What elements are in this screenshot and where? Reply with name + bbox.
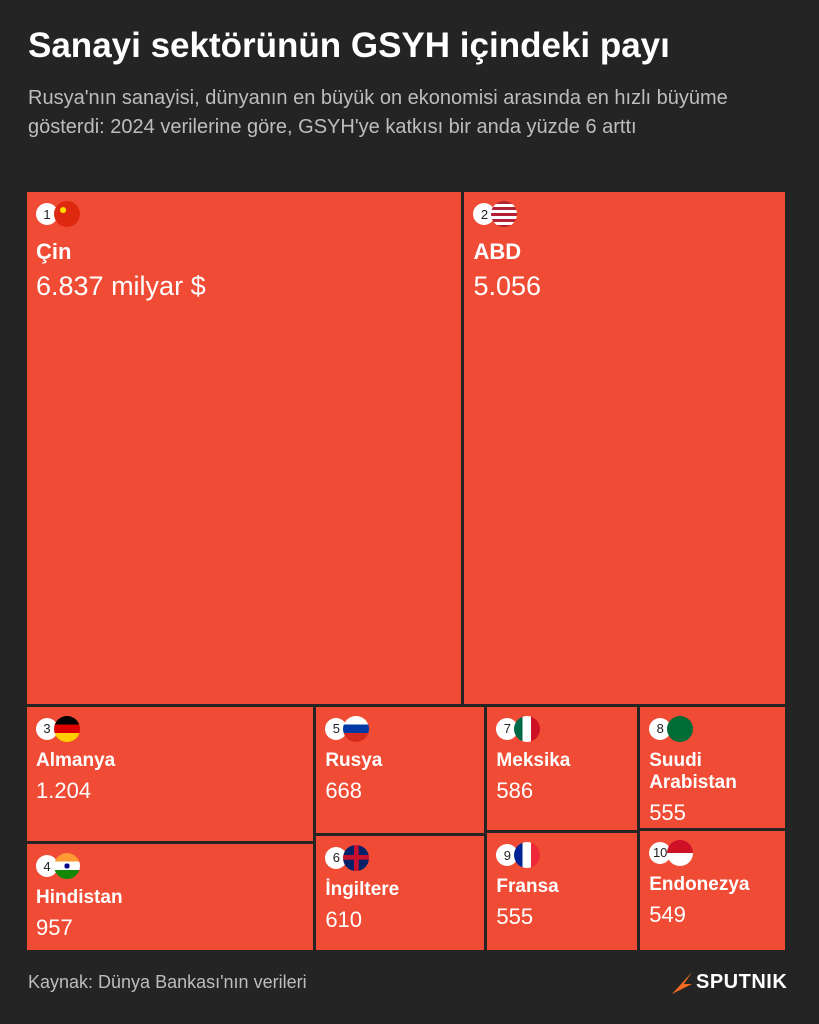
tile-header: 5: [325, 715, 475, 742]
value-label: 555: [496, 904, 534, 930]
value-label: 6.837 milyar $: [36, 271, 206, 301]
tile: 5 Rusya 668: [316, 706, 485, 833]
value-label: 555: [649, 799, 686, 825]
value-label: 610: [325, 906, 363, 932]
tile-header: 7: [496, 715, 628, 742]
rank-badge: 3: [36, 717, 58, 740]
rank-badge: 1: [36, 203, 58, 225]
country-name: Fransa: [496, 876, 559, 898]
tile: 3 Almanya 1.204: [27, 706, 314, 841]
logo: SPUTNIK: [696, 971, 788, 993]
flag: [54, 853, 80, 880]
subtitle: Rusya'nın sanayisi, dünyanın en büyük on…: [28, 87, 728, 138]
rank-badge: 5: [325, 717, 348, 740]
country-name: Suudi Arabistan: [649, 749, 737, 793]
country-name: Hindistan: [36, 887, 123, 909]
value-label: 957: [36, 915, 73, 941]
rank-badge: 4: [36, 855, 58, 878]
rank-badge: 7: [496, 717, 519, 740]
tile-header: 1: [36, 201, 452, 227]
value-label: 549: [649, 901, 686, 927]
flag: [514, 715, 541, 742]
tile: 8 Suudi Arabistan 555: [640, 706, 785, 828]
flag: [54, 715, 80, 742]
tile-header: 3: [36, 715, 304, 742]
tile-header: 9: [496, 842, 628, 869]
flag: [667, 715, 694, 742]
tile: 10 Endonezya 549: [640, 830, 785, 950]
flag: [491, 201, 518, 227]
value-label: 5.056: [473, 271, 542, 301]
tile: 6 İngiltere 610: [316, 835, 485, 950]
country-name: İngiltere: [325, 878, 400, 900]
title: Sanayi sektörünün GSYH içindeki payı: [28, 26, 670, 65]
country-name: Almanya: [36, 749, 116, 771]
flag: [343, 715, 370, 742]
rank-badge: 2: [473, 203, 496, 225]
flag: [514, 842, 541, 869]
tile: 9 Fransa 555: [487, 833, 638, 950]
tile: 2 ABD 5.056: [464, 192, 785, 704]
flag: [343, 844, 370, 871]
tile: 4 Hindistan 957: [27, 844, 314, 950]
rank-badge: 6: [325, 846, 348, 869]
tile-header: 8: [649, 715, 776, 742]
tile: 1 Çin 6.837 milyar $: [27, 192, 462, 704]
country-name: ABD: [473, 239, 522, 264]
value-label: 586: [496, 777, 534, 803]
rank-badge: 8: [649, 717, 672, 740]
rank-badge: 10: [649, 841, 672, 864]
rank-badge: 9: [496, 844, 519, 867]
source: Kaynak: Dünya Bankası'nın verileri: [28, 972, 307, 992]
flag: [54, 201, 80, 227]
logo-icon: [672, 972, 692, 994]
tile-header: 4: [36, 853, 304, 880]
country-name: Çin: [36, 239, 72, 264]
value-label: 1.204: [36, 777, 92, 803]
country-name: Rusya: [325, 749, 383, 771]
country-name: Meksika: [496, 749, 571, 771]
tile-header: 6: [325, 844, 475, 871]
tile-header: 2: [473, 201, 776, 227]
tile-header: 10: [649, 839, 776, 866]
flag: [667, 839, 694, 866]
country-name: Endonezya: [649, 873, 750, 895]
value-label: 668: [325, 777, 363, 803]
tile: 7 Meksika 586: [487, 706, 638, 831]
